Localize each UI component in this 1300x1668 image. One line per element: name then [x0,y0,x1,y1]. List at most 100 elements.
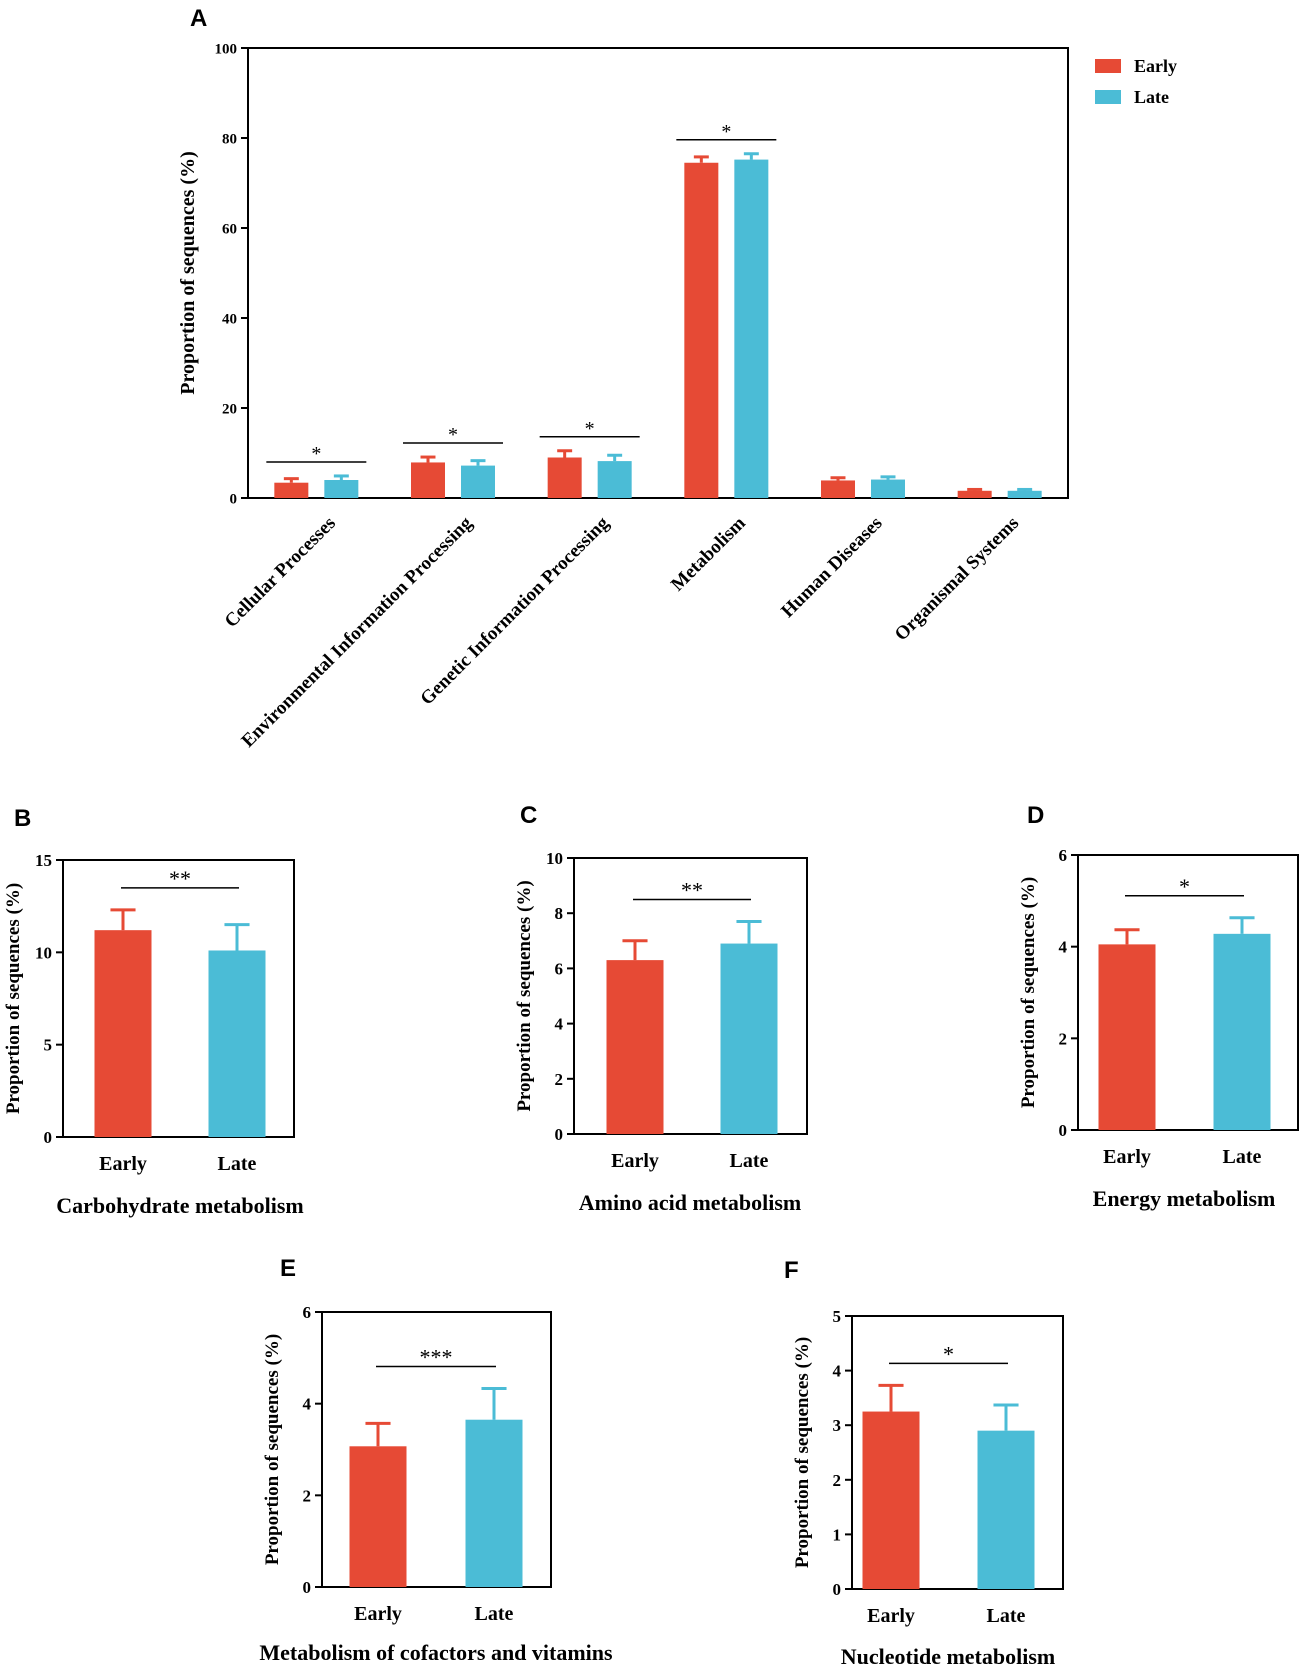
y-tick-label: 10 [35,943,52,962]
panel-E-frame [321,1311,552,1588]
significance-marker: * [721,121,731,143]
panel-D: 0 2 4 6 Proportion of sequences (%) D Early Lat… [1018,802,1299,1211]
bar [977,1430,1035,1589]
x-tick-label: Late [218,1153,257,1175]
y-axis-label: Proportion of sequences (%) [3,883,24,1114]
significance-marker: *** [420,1345,453,1370]
significance-marker: ** [681,877,703,902]
y-tick-label: 10 [546,849,563,868]
y-tick-label: 2 [1059,1029,1068,1048]
bar [94,930,152,1137]
y-tick-label: 6 [555,959,564,978]
panel-letter: B [14,805,31,832]
y-tick-label: 20 [222,401,237,417]
y-tick-label: 2 [555,1070,564,1089]
bar [1007,490,1042,498]
bar [465,1419,523,1587]
x-tick-label: Environmental Information Processing [238,512,477,751]
legend-swatch [1095,59,1121,73]
y-axis-label: Proportion of sequences (%) [1018,877,1039,1108]
chart-title: Nucleotide metabolism [841,1644,1055,1668]
y-tick-label: 0 [1059,1121,1068,1140]
x-tick-label: Late [475,1603,514,1625]
panel-letter: D [1027,802,1044,829]
x-tick-label: Late [1223,1146,1262,1168]
x-tick-label: Early [354,1603,402,1625]
y-tick-label: 80 [222,131,237,147]
bar [1213,933,1271,1130]
y-tick-label: 5 [44,1036,53,1055]
y-tick-label: 4 [555,1015,564,1034]
significance-marker: ** [169,866,191,891]
y-tick-label: 6 [1059,846,1068,865]
significance-marker: * [448,424,458,446]
y-tick-label: 1 [833,1525,842,1544]
significance-marker: * [943,1341,954,1366]
y-tick-label: 15 [35,851,52,870]
panel-B: 0 5 10 15 Proportion of sequences (%) B Early L… [3,805,304,1218]
panel-F-frame [851,1315,1064,1590]
bar [871,479,905,498]
panel-B-frame [62,859,295,1138]
y-axis-label: Proportion of sequences (%) [514,880,535,1111]
panel-letter: C [520,802,537,829]
legend-label: Early [1134,56,1177,76]
chart-title: Amino acid metabolism [579,1190,801,1215]
y-tick-label: 0 [230,491,238,507]
y-axis-label: Proportion of sequences (%) [177,151,199,395]
x-tick-label: Late [987,1605,1026,1627]
panel-letter: F [784,1257,799,1284]
bar [734,159,769,498]
x-tick-label: Early [1103,1146,1151,1168]
y-tick-label: 8 [555,904,564,923]
x-tick-label: Early [867,1605,915,1627]
y-axis-label: Proportion of sequences (%) [262,1334,283,1565]
panel-D-frame [1077,854,1299,1131]
significance-marker: * [585,418,595,440]
legend-label: Late [1134,87,1169,107]
y-tick-label: 4 [303,1395,312,1414]
panel-F: 0 1 2 3 4 5 Proportion of sequences (%) F Early L… [784,1257,1064,1668]
bar [720,943,778,1134]
x-tick-label: Early [99,1153,147,1175]
y-tick-label: 0 [833,1580,842,1599]
bar [547,457,582,498]
chart-title: Energy metabolism [1093,1186,1276,1211]
x-tick-label: Human Diseases [777,513,886,622]
bar [684,162,719,498]
significance-marker: * [311,443,321,465]
panel-letter: A [190,5,207,32]
y-tick-label: 0 [303,1578,312,1597]
panel-A-frame [247,47,1069,499]
bar [208,950,266,1137]
panel-E: 0 2 4 6 Proportion of sequences (%) E Early Lat… [259,1255,613,1665]
legend-swatch [1095,90,1121,104]
bar [411,462,445,498]
y-tick-label: 100 [215,41,238,57]
panel-A: 0 20 40 60 80 100 Proportion of sequences (%) A… [177,5,1177,752]
bar [349,1446,407,1587]
y-tick-label: 60 [222,221,237,237]
y-tick-label: 2 [833,1471,842,1490]
panel-letter: E [280,1255,296,1282]
x-tick-label: Metabolism [667,513,750,596]
y-tick-label: 2 [303,1486,312,1505]
y-tick-label: 4 [833,1362,842,1381]
x-tick-label: Early [611,1150,659,1172]
bar [606,960,664,1134]
y-tick-label: 3 [833,1416,842,1435]
bar [274,482,309,498]
bar [324,480,359,498]
significance-marker: * [1179,874,1190,899]
y-tick-label: 40 [222,311,237,327]
chart-title: Metabolism of cofactors and vitamins [259,1640,613,1665]
y-tick-label: 0 [44,1128,53,1147]
chart-title: Carbohydrate metabolism [56,1193,303,1218]
panel-C-frame [573,857,808,1135]
bar [597,461,632,498]
y-tick-label: 6 [303,1303,312,1322]
bar [862,1411,920,1589]
bar [1098,944,1156,1130]
panel-C: 0 2 4 6 8 10 Proportion of sequences (%) C Early… [514,802,808,1215]
